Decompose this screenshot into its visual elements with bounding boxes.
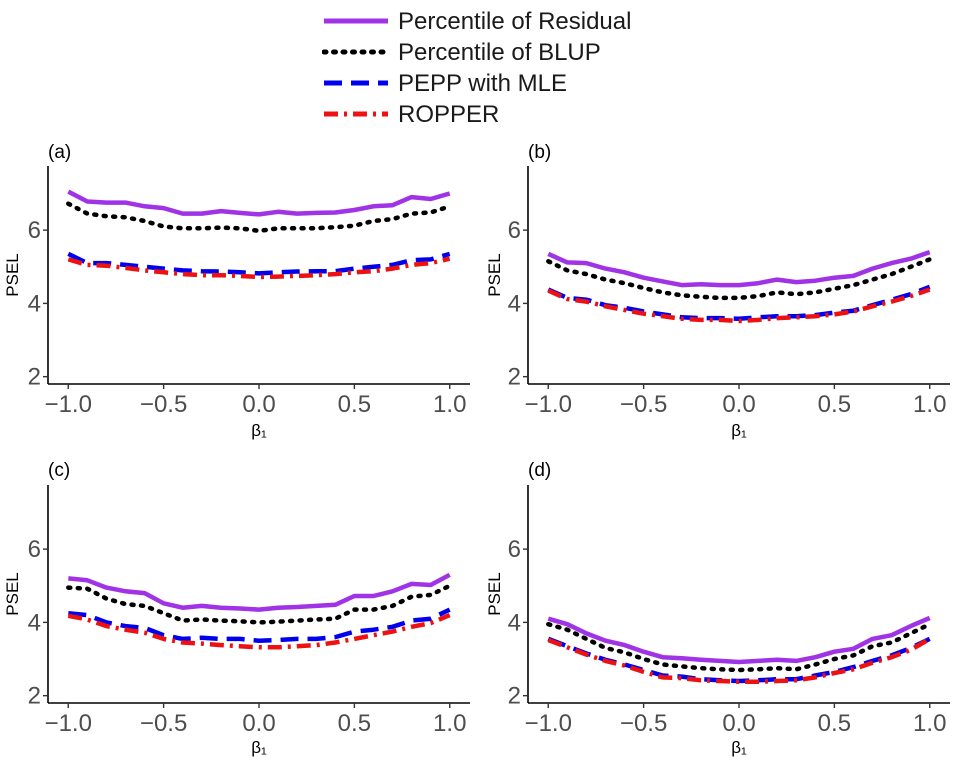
- series-line-percentile-of-residual: [68, 572, 451, 612]
- y-axis-title: PSEL: [485, 572, 504, 615]
- x-tick-label: 0.5: [338, 391, 371, 418]
- y-tick-label: 2: [28, 683, 41, 710]
- y-axis-title: PSEL: [3, 253, 22, 296]
- legend-item-pepp: PEPP with MLE: [322, 68, 652, 99]
- y-tick-label: 6: [28, 536, 41, 563]
- y-tick-label: 4: [508, 290, 521, 317]
- series-line-percentile-of-blup: [66, 201, 452, 234]
- x-tick-label: 0.5: [818, 710, 851, 737]
- y-tick-label: 4: [508, 609, 521, 636]
- panel-tag: (a): [48, 142, 71, 163]
- series-line-ropper: [547, 287, 931, 324]
- x-tick-label: 0.0: [722, 391, 755, 418]
- y-tick-label: 6: [508, 217, 521, 244]
- x-tick-label: 0.5: [338, 710, 371, 737]
- x-axis-title: β₁: [731, 421, 747, 440]
- x-axis-title: β₁: [251, 738, 267, 757]
- x-tick-label: −0.5: [620, 391, 667, 418]
- series-line-percentile-of-blup: [546, 621, 932, 673]
- x-tick-label: −1.0: [525, 710, 572, 737]
- legend-swatch-residual: [324, 18, 388, 24]
- series-line-percentile-of-residual: [547, 615, 931, 665]
- series-line-pepp-with-mle: [547, 284, 931, 322]
- legend-label-residual: Percentile of Residual: [398, 8, 632, 35]
- legend-swatch-blup: [322, 49, 391, 55]
- x-tick-label: 0.0: [722, 710, 755, 737]
- x-tick-label: −1.0: [45, 710, 92, 737]
- legend-label-ropper: ROPPER: [398, 101, 500, 128]
- panel-tag: (b): [528, 142, 551, 163]
- series-line-percentile-of-residual: [67, 189, 451, 217]
- legend-label-blup: Percentile of BLUP: [398, 39, 601, 66]
- series-line-percentile-of-blup: [546, 257, 932, 301]
- x-tick-label: −0.5: [620, 710, 667, 737]
- x-axis-title: β₁: [251, 421, 267, 440]
- legend-label-pepp: PEPP with MLE: [398, 70, 567, 97]
- legend-item-blup: Percentile of BLUP: [322, 37, 652, 68]
- panel-tag: (c): [48, 460, 70, 481]
- legend-swatch-pepp: [324, 80, 388, 86]
- series-line-percentile-of-residual: [547, 249, 931, 288]
- y-axis-title: PSEL: [3, 572, 22, 615]
- y-tick-label: 4: [28, 290, 41, 317]
- panel-d: (d) 2 4 6 −1.0 −0.5 0.0 0.5 1.0 PSEL β₁: [485, 460, 950, 757]
- x-axis-title: β₁: [731, 738, 747, 757]
- x-tick-label: 1.0: [433, 710, 466, 737]
- series-line-pepp-with-mle: [67, 251, 451, 276]
- x-tick-label: −0.5: [140, 391, 187, 418]
- legend: Percentile of Residual Percentile of BLU…: [322, 2, 652, 128]
- x-tick-label: 1.0: [913, 710, 946, 737]
- y-tick-label: 2: [508, 364, 521, 391]
- x-tick-label: 0.0: [242, 391, 275, 418]
- panel-b: (b) 2 4 6 −1.0 −0.5 0.0 0.5 1.0 PSEL β₁: [485, 142, 950, 440]
- series-line-percentile-of-blup: [66, 583, 452, 625]
- x-tick-label: −1.0: [525, 391, 572, 418]
- x-tick-label: −1.0: [45, 391, 92, 418]
- y-tick-label: 4: [28, 609, 41, 636]
- legend-item-residual: Percentile of Residual: [322, 6, 652, 37]
- x-tick-label: 0.5: [818, 391, 851, 418]
- y-tick-label: 2: [508, 683, 521, 710]
- x-tick-label: −0.5: [140, 710, 187, 737]
- y-tick-label: 6: [508, 536, 521, 563]
- y-tick-label: 6: [28, 217, 41, 244]
- series-line-ropper: [67, 256, 451, 280]
- panel-c: (c) 2 4 6 −1.0 −0.5 0.0 0.5 1.0 PSEL β₁: [3, 460, 470, 757]
- x-tick-label: 1.0: [913, 391, 946, 418]
- x-tick-label: 1.0: [433, 391, 466, 418]
- series-line-ropper: [547, 636, 931, 684]
- series-line-ropper: [67, 613, 451, 650]
- legend-swatch-ropper: [324, 111, 388, 117]
- y-tick-label: 2: [28, 364, 41, 391]
- legend-item-ropper: ROPPER: [322, 99, 652, 130]
- panel-a: (a) 2 4 6 −1.0 −0.5 0.0 0.5 1.0 PSEL β₁: [3, 142, 470, 440]
- y-axis-title: PSEL: [485, 253, 504, 296]
- panel-tag: (d): [528, 460, 551, 481]
- x-tick-label: 0.0: [242, 710, 275, 737]
- series-line-pepp-with-mle: [68, 607, 451, 643]
